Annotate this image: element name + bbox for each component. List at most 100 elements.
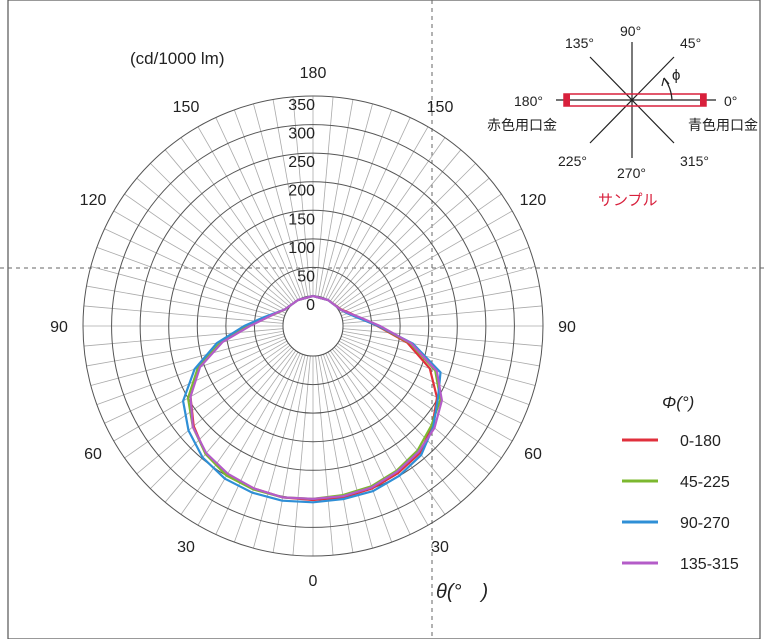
radial-tick-label: 0 (306, 297, 315, 314)
angle-spoke (312, 325, 373, 549)
angle-spoke (312, 325, 502, 459)
angle-spoke (312, 149, 462, 327)
series-line-135-315 (189, 294, 443, 500)
angle-spoke (113, 325, 314, 442)
angle-spoke (312, 325, 522, 424)
inset-label-0: 0° (724, 93, 737, 109)
polar-series-group (182, 294, 443, 504)
angle-tick-label: 60 (84, 446, 102, 463)
angle-tick-label: 60 (524, 446, 542, 463)
radial-tick-label: 200 (288, 183, 315, 200)
radial-tick-label: 100 (288, 240, 315, 257)
inset-label-180: 180° (514, 93, 543, 109)
angle-spoke (312, 103, 373, 327)
angle-spoke (312, 325, 476, 489)
angle-spoke (292, 96, 314, 327)
lamp-left-cap (564, 94, 570, 106)
angle-tick-label: 150 (427, 99, 454, 116)
angle-spoke (312, 177, 490, 327)
angle-spoke (197, 325, 314, 526)
angle-spoke (90, 325, 314, 386)
radial-tick-label: 50 (297, 268, 315, 285)
angle-spoke (312, 305, 543, 327)
angle-tick-label: 150 (173, 99, 200, 116)
angle-spoke (312, 96, 334, 327)
radial-ring (168, 181, 458, 471)
inset-label-315: 315° (680, 153, 709, 169)
angle-spoke (180, 137, 314, 327)
angle-spoke (312, 163, 476, 327)
angle-tick-label: 90 (50, 319, 68, 336)
angle-spoke (136, 325, 314, 475)
angle-tick-label: 30 (177, 539, 195, 556)
angle-tick-label: 90 (558, 319, 576, 336)
angle-spoke (312, 109, 393, 327)
angle-spoke (104, 325, 314, 424)
angle-spoke (312, 325, 540, 367)
angle-tick-label: 180 (300, 65, 327, 82)
angle-spoke (124, 325, 314, 459)
angle-spoke (312, 325, 446, 515)
angle-spoke (83, 305, 314, 327)
angle-spoke (312, 285, 540, 327)
angle-spoke (312, 325, 429, 526)
legend-title: Φ(°) (662, 393, 694, 412)
radial-tick-label: 250 (288, 154, 315, 171)
polar-labels-group: 0501001502002503003501801501501201209090… (50, 65, 576, 590)
radial-ring (253, 266, 373, 386)
angle-spoke (180, 325, 314, 515)
angle-spoke (96, 325, 314, 406)
legend: Φ(°) 0-180 45-225 90-270 135-315 (622, 393, 739, 573)
angle-tick-label: 30 (431, 539, 449, 556)
angle-spoke (312, 193, 502, 327)
inset-label-45: 45° (680, 35, 701, 51)
angle-spoke (312, 210, 513, 327)
angle-spoke (312, 325, 513, 442)
phi-arc (663, 77, 673, 101)
angle-spoke (150, 325, 314, 489)
legend-label-135-315: 135-315 (680, 556, 739, 573)
angle-spoke (312, 126, 429, 327)
angle-spoke (312, 325, 334, 556)
angle-spoke (233, 109, 314, 327)
legend-label-90-270: 90-270 (680, 515, 730, 532)
angle-spoke (164, 149, 314, 327)
inset-label-90: 90° (620, 23, 641, 39)
inset-label-225: 225° (558, 153, 587, 169)
angle-spoke (312, 325, 530, 406)
angle-spoke (253, 325, 314, 549)
radial-tick-label: 300 (288, 126, 315, 143)
angle-spoke (86, 325, 314, 367)
unit-label: (cd/1000 lm) (130, 49, 224, 68)
angle-spoke (312, 246, 530, 327)
angle-spoke (272, 99, 314, 327)
angle-tick-label: 0 (309, 573, 318, 590)
angle-spoke (215, 325, 314, 535)
legend-label-45-225: 45-225 (680, 474, 730, 491)
angle-spoke (83, 325, 314, 347)
radial-tick-label: 350 (288, 97, 315, 114)
phi-symbol: ϕ (672, 67, 680, 84)
angle-spoke (215, 117, 314, 327)
angle-spoke (150, 163, 314, 327)
angle-spoke (292, 325, 314, 556)
angle-spoke (233, 325, 314, 543)
legend-label-0-180: 0-180 (680, 433, 721, 450)
theta-axis-label: θ(° ) (436, 581, 488, 603)
angle-spoke (312, 228, 522, 327)
angle-spoke (312, 325, 490, 475)
radial-ring (111, 124, 515, 528)
angle-spoke (312, 137, 446, 327)
angle-spoke (86, 285, 314, 327)
angle-spoke (312, 117, 411, 327)
inset-label-135: 135° (565, 35, 594, 51)
radial-ring (225, 238, 401, 414)
angle-spoke (253, 103, 314, 327)
angle-spoke (136, 177, 314, 327)
left-cap-label: 赤色用口金 (487, 117, 557, 134)
radial-tick-label: 150 (288, 211, 315, 228)
angle-tick-label: 120 (520, 192, 547, 209)
angle-spoke (113, 210, 314, 327)
radial-ring (82, 95, 544, 557)
right-cap-label: 青色用口金 (688, 117, 758, 134)
